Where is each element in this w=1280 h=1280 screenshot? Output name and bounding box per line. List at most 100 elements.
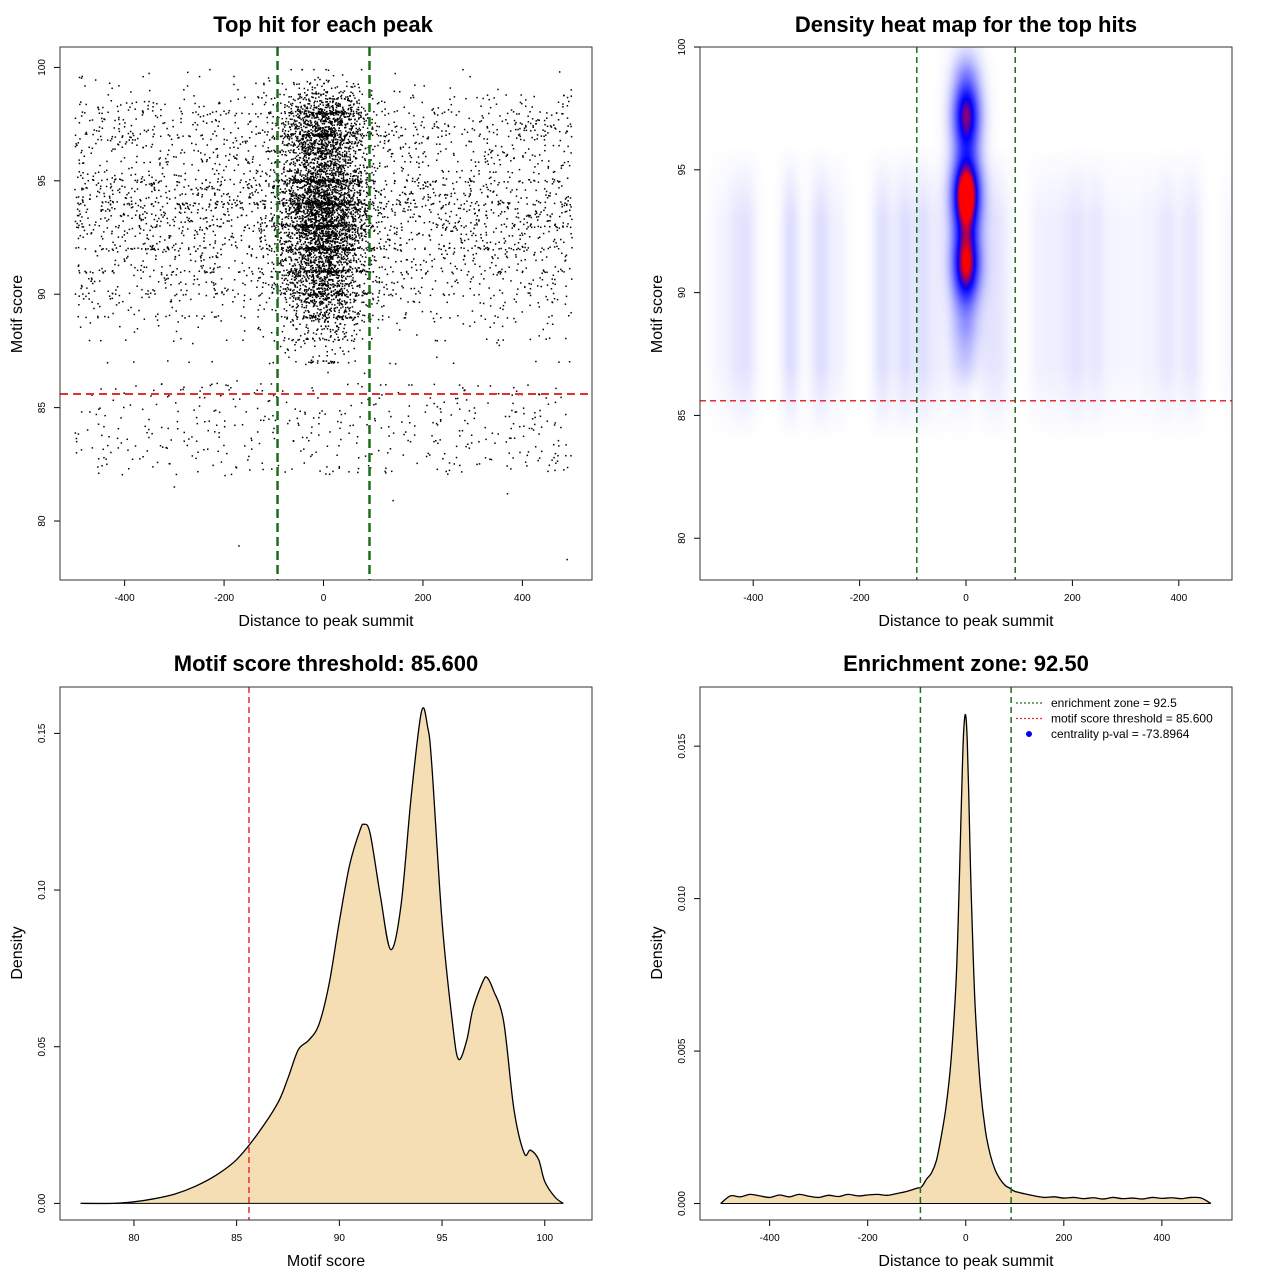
scatter-point — [300, 207, 302, 209]
scatter-point — [164, 157, 167, 160]
scatter-point — [223, 203, 225, 205]
scatter-point — [459, 217, 462, 219]
scatter-point — [153, 182, 155, 185]
scatter-point — [336, 241, 339, 243]
scatter-point — [433, 258, 436, 260]
scatter-point — [517, 242, 520, 244]
scatter-point — [272, 104, 274, 106]
scatter-point — [257, 309, 260, 311]
scatter-point — [315, 264, 318, 266]
scatter-point — [441, 112, 444, 115]
scatter-point — [314, 191, 317, 193]
scatter-point — [281, 117, 284, 120]
scatter-point — [317, 360, 319, 362]
scatter-point — [519, 220, 522, 223]
scatter-point — [225, 113, 227, 115]
scatter-point — [309, 136, 311, 139]
scatter-point — [320, 245, 323, 248]
scatter-point — [455, 227, 457, 230]
scatter-point — [160, 114, 162, 117]
scatter-point — [478, 463, 481, 465]
scatter-point — [295, 130, 297, 133]
scatter-point — [186, 216, 188, 219]
scatter-point — [124, 122, 126, 124]
scatter-point — [227, 112, 230, 114]
scatter-point — [298, 194, 301, 196]
scatter-point — [317, 129, 319, 131]
scatter-point — [326, 288, 328, 291]
scatter-point — [159, 162, 161, 164]
scatter-point — [535, 199, 538, 202]
scatter-point — [537, 163, 539, 165]
scatter-point — [346, 172, 348, 175]
scatter-point — [181, 315, 184, 317]
scatter-point — [205, 188, 208, 191]
scatter-point — [261, 390, 264, 392]
scatter-point — [366, 176, 368, 179]
scatter-point — [379, 207, 382, 209]
scatter-point — [323, 268, 325, 270]
scatter-point — [431, 109, 433, 111]
scatter-point — [377, 232, 379, 235]
scatter-point — [130, 206, 133, 209]
scatter-point — [160, 214, 163, 216]
scatter-point — [394, 72, 396, 75]
scatter-point — [289, 256, 292, 259]
scatter-point — [133, 361, 135, 363]
scatter-point — [346, 317, 349, 319]
scatter-point — [357, 106, 360, 109]
scatter-point — [370, 132, 373, 134]
scatter-point — [342, 269, 344, 271]
scatter-point — [87, 217, 89, 219]
scatter-point — [395, 233, 398, 236]
scatter-point — [74, 117, 77, 120]
scatter-point — [195, 128, 198, 131]
scatter-point — [216, 225, 219, 227]
scatter-point — [350, 259, 352, 261]
scatter-point — [92, 133, 94, 136]
scatter-point — [143, 100, 146, 103]
scatter-point — [514, 223, 516, 226]
scatter-point — [543, 135, 545, 138]
scatter-point — [498, 271, 500, 273]
scatter-point — [193, 237, 196, 239]
scatter-point — [146, 234, 148, 236]
scatter-point — [332, 144, 334, 146]
scatter-point — [169, 224, 171, 227]
scatter-point — [546, 322, 549, 325]
scatter-point — [75, 247, 77, 249]
scatter-point — [340, 167, 342, 169]
scatter-point — [255, 169, 258, 172]
scatter-point — [568, 164, 571, 167]
scatter-point — [305, 233, 308, 235]
scatter-point — [390, 415, 392, 418]
scatter-point — [195, 416, 198, 419]
scatter-point — [473, 129, 476, 131]
scatter-point — [329, 180, 331, 182]
scatter-point — [326, 298, 328, 300]
scatter-point — [152, 466, 154, 468]
scatter-point — [541, 278, 544, 281]
scatter-point — [354, 231, 357, 233]
scatter-point — [262, 145, 264, 147]
scatter-point — [102, 209, 104, 211]
scatter-point — [264, 415, 266, 418]
scatter-point — [289, 181, 291, 183]
scatter-point — [361, 338, 364, 340]
scatter-point — [228, 199, 231, 202]
scatter-point — [138, 216, 141, 218]
scatter-point — [214, 202, 217, 204]
scatter-point — [523, 223, 525, 226]
scatter-point — [122, 119, 125, 121]
scatter-point — [352, 287, 354, 290]
scatter-point — [154, 114, 157, 117]
scatter-point — [558, 361, 560, 363]
scatter-point — [340, 94, 343, 97]
scatter-point — [512, 111, 515, 113]
scatter-point — [320, 301, 323, 304]
scatter-point — [290, 278, 293, 281]
scatter-point — [487, 196, 489, 198]
scatter-point — [255, 82, 257, 85]
scatter-point — [431, 265, 433, 268]
scatter-point — [312, 360, 314, 363]
